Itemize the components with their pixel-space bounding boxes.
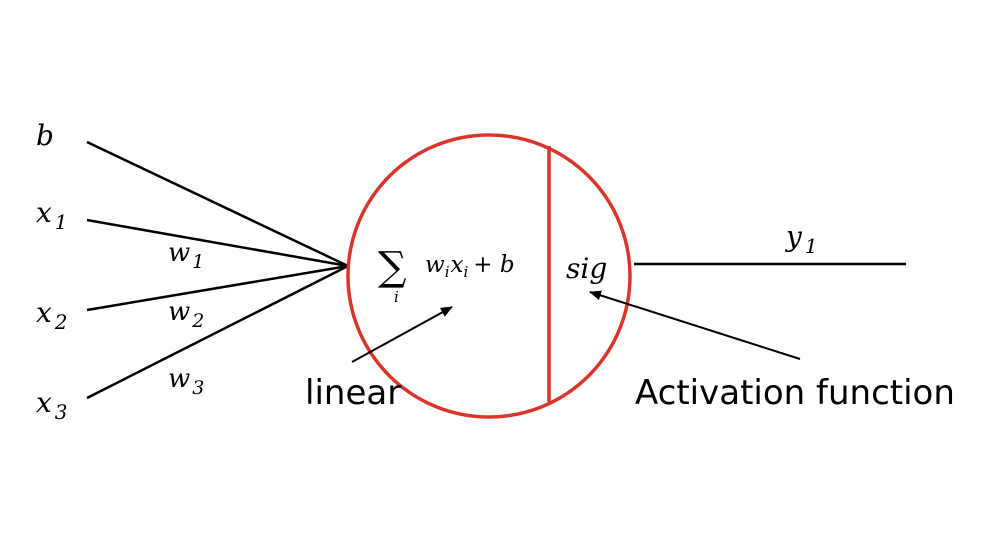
linear-annotation: linear [305, 373, 401, 413]
linear-arrow [351, 306, 453, 363]
neuron-circle [346, 133, 632, 419]
input-line-x2 [86, 264, 349, 312]
activation-arrow [589, 290, 801, 360]
activation-symbol: sig [566, 252, 607, 285]
input-label-b: b [36, 119, 54, 152]
summation-symbol: ∑ [378, 244, 407, 290]
input-line-x1 [86, 218, 349, 268]
summation-index: i [394, 288, 399, 306]
linear-formula: wixi + b [425, 252, 515, 281]
input-line-x3 [86, 264, 349, 400]
input-line-b [86, 140, 349, 268]
activation-annotation: Activation function [635, 373, 955, 413]
